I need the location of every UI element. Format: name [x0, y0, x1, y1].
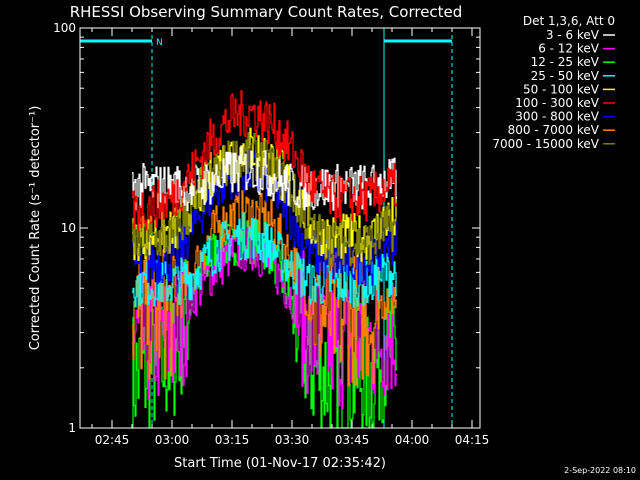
x-tick-label: 03:00 — [155, 433, 190, 447]
x-tick-label: 03:45 — [335, 433, 370, 447]
timestamp: 2-Sep-2022 08:10 — [564, 466, 636, 475]
chart-title: RHESSI Observing Summary Count Rates, Co… — [70, 3, 463, 21]
data-layer — [132, 90, 397, 429]
series-line-25-50-kev — [132, 212, 397, 308]
legend-entry-label: 6 - 12 keV — [538, 42, 600, 56]
x-tick-label: 04:00 — [395, 433, 430, 447]
legend-entry-label: 50 - 100 keV — [523, 82, 600, 96]
legend-entry-label: 800 - 7000 keV — [508, 123, 600, 137]
x-tick-label: 02:45 — [95, 433, 130, 447]
legend-entry-label: 7000 - 15000 keV — [492, 137, 599, 151]
legend-title: Det 1,3,6, Att 0 — [523, 14, 615, 28]
legend-entry-label: 12 - 25 keV — [531, 55, 600, 69]
series-line-100-300-kev — [132, 90, 397, 231]
y-axis-label: Corrected Count Rate (s⁻¹ detector⁻¹) — [28, 106, 43, 351]
legend-entry-label: 100 - 300 keV — [515, 96, 599, 110]
y-tick-label: 10 — [61, 221, 76, 235]
y-tick-label: 1 — [68, 421, 76, 435]
y-tick-label: 100 — [53, 21, 76, 35]
legend-entry-label: 25 - 50 keV — [531, 69, 600, 83]
x-tick-label: 03:15 — [215, 433, 250, 447]
x-tick-label: 04:15 — [455, 433, 490, 447]
x-tick-label: 03:30 — [275, 433, 310, 447]
night-marker-label: N — [156, 38, 163, 48]
axis-layer: RHESSI Observing Summary Count Rates, Co… — [28, 3, 636, 475]
legend-entry-label: 300 - 800 keV — [515, 110, 599, 124]
x-axis-label: Start Time (01-Nov-17 02:35:42) — [174, 456, 386, 471]
legend-entry-label: 3 - 6 keV — [546, 28, 600, 42]
